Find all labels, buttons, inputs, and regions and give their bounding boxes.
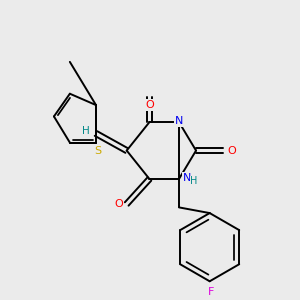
Text: F: F xyxy=(208,286,214,296)
Text: H: H xyxy=(82,126,90,136)
Text: N: N xyxy=(175,116,183,126)
Text: O: O xyxy=(114,199,123,209)
Text: S: S xyxy=(95,146,102,156)
Text: N: N xyxy=(182,173,191,183)
Text: O: O xyxy=(227,146,236,156)
Text: O: O xyxy=(145,100,154,110)
Text: H: H xyxy=(190,176,198,186)
